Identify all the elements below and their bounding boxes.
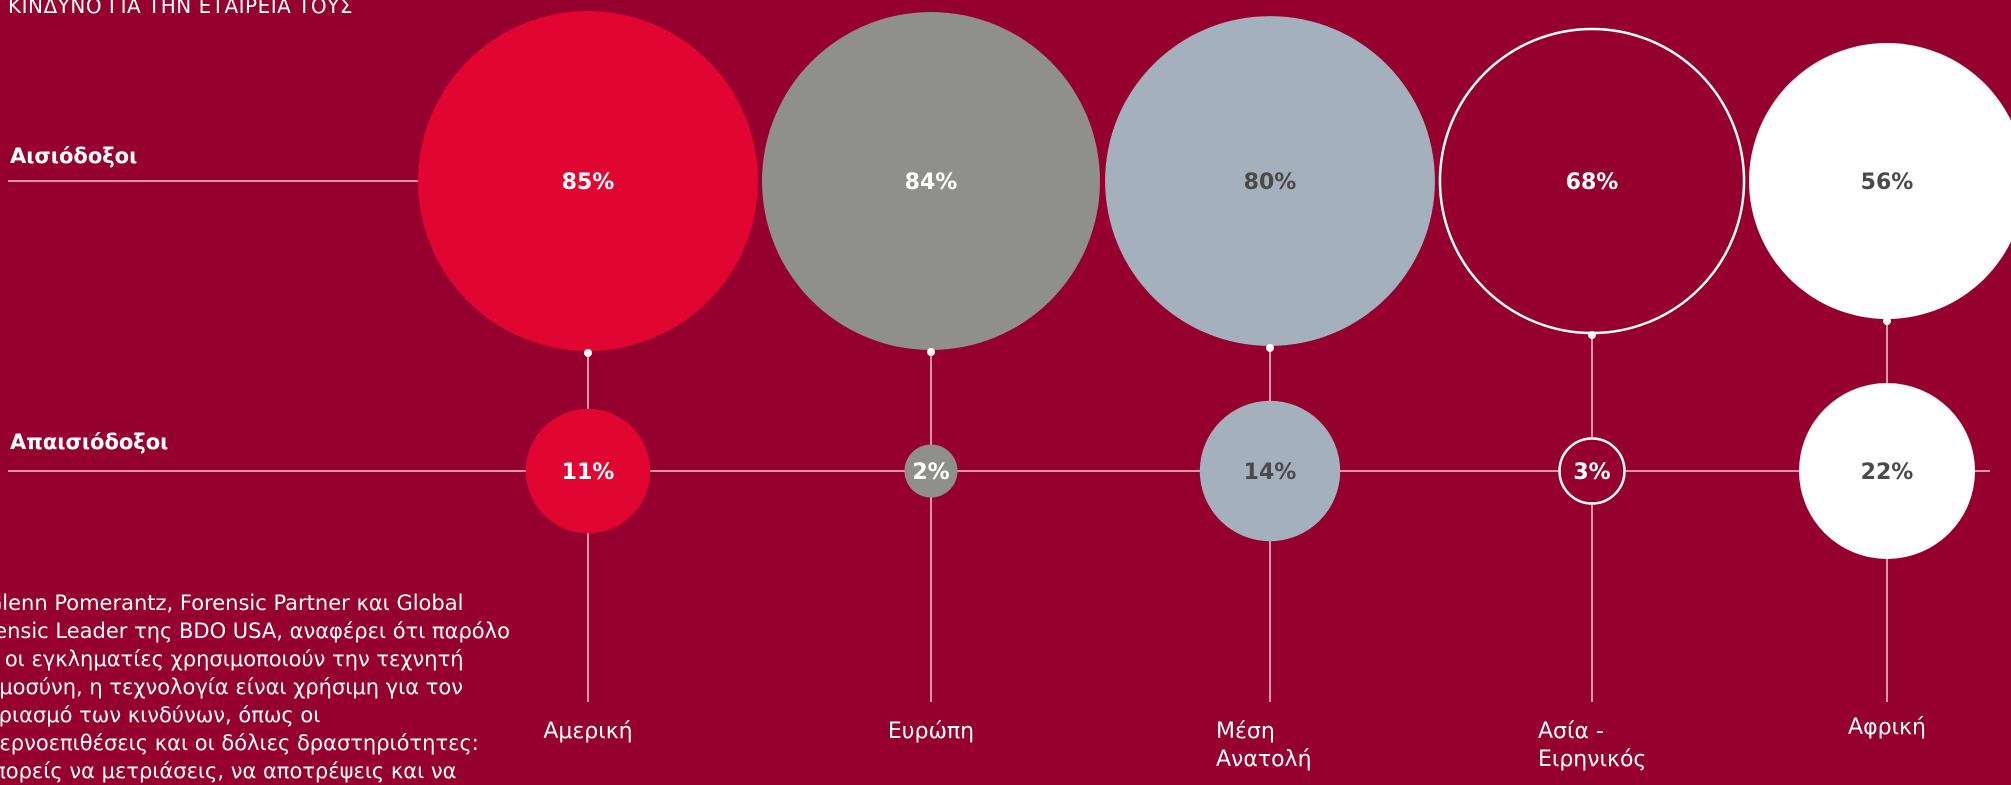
region-label: Μέση Ανατολή [1216, 719, 1312, 772]
body-line: ημοσύνη, η τεχνολογία είναι χρήσιμη για … [0, 675, 464, 699]
pessimists-bubble [1558, 437, 1626, 505]
optimists-bubble [762, 12, 1100, 350]
pessimists-value-label: 22% [1861, 460, 1914, 485]
connector-dot [1588, 331, 1596, 340]
region-label: Ασία -Ειρηνικός [1538, 719, 1646, 772]
body-line: τριασμό των κινδύνων, όπως οι [0, 703, 321, 727]
body-paragraph: Glenn Pomerantz, Forensic Partner και Gl… [0, 589, 526, 785]
body-line: rensic Leader της BDO USA, αναφέρει ότι … [0, 619, 510, 643]
optimists-bubble [1749, 43, 2011, 319]
optimists-value-label: 84% [905, 170, 958, 195]
region-label: Αμερική [543, 719, 632, 744]
connector-dot [1883, 316, 1891, 325]
optimists-value-label: 85% [562, 170, 615, 195]
pessimists-value-label: 14% [1244, 460, 1297, 485]
optimists-bubble [1105, 16, 1435, 346]
row-label-pessimists: Απαισιόδοξοι [10, 430, 169, 454]
optimists-value-label: 56% [1861, 170, 1914, 195]
pessimists-bubble [904, 444, 958, 498]
connector-dot [1266, 343, 1274, 352]
optimists-bubble [418, 11, 758, 351]
pessimists-value-label: 3% [1573, 460, 1610, 485]
region-label: Ευρώπη [888, 719, 974, 744]
body-line: βερνοεπιθέσεις και οι δόλιες δραστηριότη… [0, 731, 479, 755]
row-label-optimists: Αισιόδοξοι [10, 144, 138, 168]
optimists-value-label: 68% [1566, 170, 1619, 195]
pessimists-bubble [1799, 383, 1975, 559]
optimists-value-label: 80% [1244, 170, 1297, 195]
connector-dot [927, 347, 935, 356]
region-label: Αφρική [1848, 715, 1926, 740]
pessimists-bubble [525, 408, 651, 534]
body-line: υ οι εγκληματίες χρησιμοποιούν την τεχνη… [0, 647, 464, 671]
pessimists-bubble [1199, 400, 1341, 542]
pessimists-value-label: 2% [912, 460, 949, 485]
body-line: Glenn Pomerantz, Forensic Partner και Gl… [0, 591, 464, 615]
connector-dot [584, 349, 592, 357]
pessimists-value-label: 11% [562, 460, 615, 485]
chart-header-fragment: ΚΙΝΔΥΝΟ ΓΙΑ ΤΗΝ ΕΤΑΙΡΕΙΑ ΤΟΥΣ [8, 0, 353, 18]
